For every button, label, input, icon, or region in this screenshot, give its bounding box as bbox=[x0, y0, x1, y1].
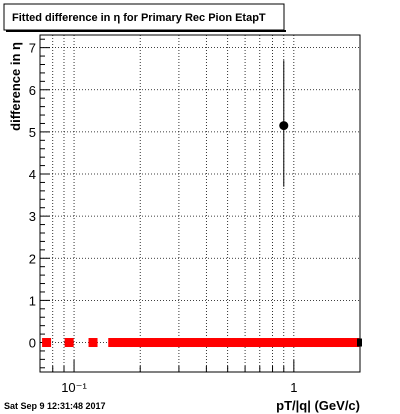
title-shadow bbox=[6, 30, 286, 32]
red-square-point bbox=[169, 338, 179, 348]
red-square-point bbox=[309, 338, 319, 348]
red-square-point bbox=[345, 338, 355, 348]
red-square-point bbox=[329, 338, 339, 348]
red-square-point bbox=[324, 338, 334, 348]
timestamp: Sat Sep 9 12:31:48 2017 bbox=[4, 401, 106, 411]
red-square-point bbox=[278, 338, 288, 348]
y-tick-label: 4 bbox=[29, 167, 36, 182]
y-tick-label: 6 bbox=[29, 83, 36, 98]
red-square-point bbox=[200, 338, 210, 348]
red-square-point bbox=[164, 338, 174, 348]
red-square-point bbox=[252, 338, 262, 348]
red-square-point bbox=[118, 338, 128, 348]
red-square-point bbox=[216, 338, 226, 348]
plot-area: 10⁻¹ 1 0 1 2 3 4 5 6 7 bbox=[29, 34, 362, 395]
y-tick-label: 1 bbox=[29, 293, 36, 308]
red-square-point bbox=[42, 338, 52, 348]
x-tick-label: 10⁻¹ bbox=[61, 380, 87, 395]
chart-title: Fitted difference in η for Primary Rec P… bbox=[12, 12, 266, 24]
red-square-point bbox=[138, 338, 148, 348]
title-box: Fitted difference in η for Primary Rec P… bbox=[3, 3, 286, 32]
red-square-point bbox=[272, 338, 282, 348]
red-square-point bbox=[149, 338, 159, 348]
y-tick-label: 5 bbox=[29, 125, 36, 140]
red-square-point bbox=[303, 338, 313, 348]
red-square-point bbox=[231, 338, 241, 348]
y-tick-label: 2 bbox=[29, 251, 36, 266]
red-square-point bbox=[257, 338, 267, 348]
y-tick-label: 7 bbox=[29, 41, 36, 56]
red-square-point bbox=[334, 338, 344, 348]
red-square-point bbox=[64, 338, 74, 348]
red-square-point bbox=[180, 338, 190, 348]
red-square-point bbox=[108, 338, 118, 348]
edge-marker bbox=[357, 338, 362, 347]
red-square-point bbox=[236, 338, 246, 348]
y-tick-label: 0 bbox=[29, 336, 36, 351]
red-square-point bbox=[221, 338, 231, 348]
x-tick-label: 1 bbox=[290, 380, 297, 395]
y-axis-label: difference in η bbox=[8, 42, 23, 131]
red-square-point bbox=[113, 338, 123, 348]
red-square-point bbox=[190, 338, 200, 348]
red-square-point bbox=[123, 338, 133, 348]
title-frame bbox=[3, 3, 285, 31]
red-square-point bbox=[206, 338, 216, 348]
red-square-point bbox=[288, 338, 298, 348]
y-tick-label: 3 bbox=[29, 209, 36, 224]
red-square-point bbox=[128, 338, 138, 348]
red-square-point bbox=[339, 338, 349, 348]
red-square-point bbox=[226, 338, 236, 348]
red-square-point bbox=[133, 338, 143, 348]
red-square-point bbox=[293, 338, 303, 348]
plot-frame bbox=[39, 34, 361, 373]
red-square-point bbox=[298, 338, 308, 348]
red-square-point bbox=[185, 338, 195, 348]
red-square-point bbox=[350, 338, 360, 348]
red-square-point bbox=[144, 338, 154, 348]
red-square-point bbox=[241, 338, 251, 348]
red-square-point bbox=[154, 338, 164, 348]
red-square-point bbox=[175, 338, 185, 348]
red-square-point bbox=[195, 338, 205, 348]
red-square-point bbox=[267, 338, 277, 348]
red-square-point bbox=[211, 338, 221, 348]
black-circle-point bbox=[279, 121, 289, 131]
x-axis-label: pT/|q| (GeV/c) bbox=[276, 398, 360, 413]
red-square-point bbox=[88, 338, 98, 348]
red-square-point bbox=[159, 338, 169, 348]
red-square-point bbox=[247, 338, 257, 348]
red-square-point bbox=[283, 338, 293, 348]
red-square-point bbox=[319, 338, 329, 348]
red-square-point bbox=[314, 338, 324, 348]
red-square-point bbox=[262, 338, 272, 348]
